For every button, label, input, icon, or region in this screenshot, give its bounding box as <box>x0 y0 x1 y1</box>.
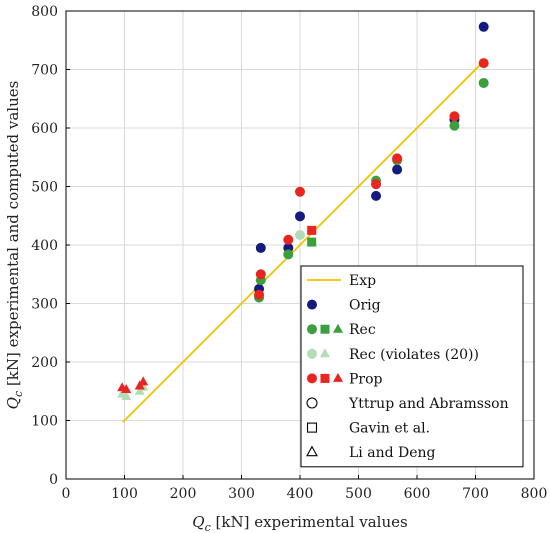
prop-point <box>295 186 305 197</box>
prop-point <box>283 234 294 245</box>
y-axis-title-text: [kN] experimental and computed values <box>4 81 22 391</box>
prop-point <box>138 376 149 386</box>
rec-violates-20-point <box>121 391 132 401</box>
x-tick-label: 500 <box>345 486 372 502</box>
reference-line <box>122 60 485 423</box>
legend-label: Rec <box>349 322 376 338</box>
rec-point <box>307 237 317 247</box>
data-points <box>117 21 489 401</box>
legend-square-swatch <box>320 324 330 334</box>
orig-point <box>392 164 403 175</box>
y-tick-label: 400 <box>31 238 58 254</box>
rec-point <box>478 77 489 88</box>
x-tick-label: 400 <box>287 486 314 502</box>
x-axis-title-q: Q <box>192 513 204 531</box>
x-tick-label: 200 <box>170 486 197 502</box>
x-tick-label: 700 <box>462 486 489 502</box>
x-tick-label: 600 <box>404 486 431 502</box>
y-tick-label: 500 <box>31 180 58 196</box>
legend-circle-swatch <box>307 299 317 310</box>
orig-point <box>371 190 382 201</box>
rec-violates-20-point <box>295 230 305 241</box>
x-tick-label: 0 <box>62 486 71 502</box>
legend-label: Exp <box>349 273 376 289</box>
x-tick-label: 800 <box>521 486 548 502</box>
legend-circle-swatch <box>307 373 317 384</box>
legend-open-triangle-swatch <box>306 445 318 457</box>
legend-circle-swatch <box>307 348 317 359</box>
prop-point <box>371 179 382 190</box>
y-axis-title-subscript: c <box>12 391 25 397</box>
prop-point <box>392 153 403 164</box>
y-tick-label: 700 <box>31 63 58 79</box>
y-tick-label: 100 <box>31 414 58 430</box>
legend-box <box>300 265 524 468</box>
legend-label: Orig <box>349 298 381 314</box>
rec-point <box>449 120 460 131</box>
exp-line <box>122 60 485 423</box>
legend: Exp Orig Rec Rec (violates (20)) Prop Yttrup … <box>300 265 524 468</box>
legend-open-square-swatch <box>306 422 318 433</box>
prop-point <box>121 383 132 393</box>
legend-label: Rec (violates (20)) <box>349 347 479 363</box>
orig-point <box>478 21 489 32</box>
legend-triangle-swatch <box>333 372 343 382</box>
orig-point <box>255 242 266 253</box>
legend-circle-swatch <box>307 324 317 335</box>
y-axis-title-q: Q <box>4 397 22 409</box>
y-tick-label: 300 <box>31 297 58 313</box>
prop-point <box>255 269 266 280</box>
legend-triangle-swatch <box>333 323 343 333</box>
legend-label: Prop <box>349 371 383 387</box>
y-axis-title: Qc [kN] experimental and computed values <box>4 81 25 410</box>
x-axis-title-subscript: c <box>205 521 211 533</box>
y-tick-label: 200 <box>31 355 58 371</box>
x-tick-label: 300 <box>228 486 255 502</box>
y-tick-label: 800 <box>31 4 58 20</box>
y-tick-label: 600 <box>31 121 58 137</box>
prop-point <box>478 58 489 69</box>
legend-open-circle-swatch <box>306 397 318 409</box>
prop-point <box>449 111 460 122</box>
legend-label: Yttrup and Abramsson <box>348 396 509 412</box>
x-tick-label: 100 <box>111 486 138 502</box>
x-axis-title-text: [kN] experimental values <box>211 513 408 531</box>
rec-point <box>283 249 294 260</box>
legend-label: Li and Deng <box>349 445 436 461</box>
legend-label: Gavin et al. <box>349 421 430 437</box>
prop-point <box>307 225 317 235</box>
legend-triangle-swatch <box>320 348 330 358</box>
y-tick-label: 0 <box>49 472 58 488</box>
prop-point <box>254 289 265 300</box>
orig-point <box>295 211 305 222</box>
legend-square-swatch <box>320 373 330 383</box>
x-axis-title: Qc [kN] experimental values <box>192 513 407 533</box>
axis-ticks: 0 100 200 300 400 500 600 700 800 0 100 200 300 400 50… <box>31 4 547 502</box>
